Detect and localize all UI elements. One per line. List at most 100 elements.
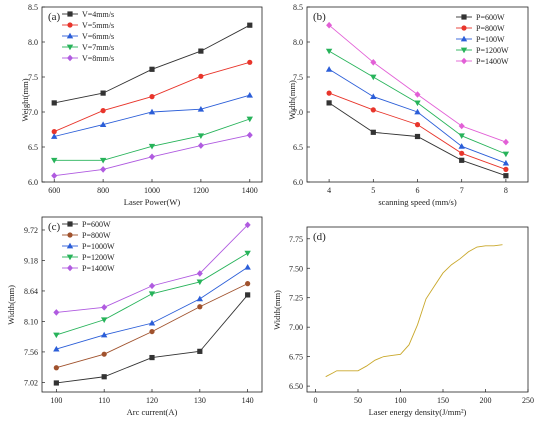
x-tick-label: 800: [97, 186, 109, 195]
y-tick-label: 7.50: [289, 264, 303, 273]
data-point: [325, 48, 333, 55]
data-point: [244, 250, 251, 257]
data-point: [149, 282, 155, 290]
legend: V=4mm/s V=5mm/s V=6mm/s V=7mm/s V=8mm/s: [62, 10, 114, 63]
data-point: [51, 172, 58, 179]
data-point: [53, 332, 60, 339]
data-point: [247, 59, 253, 65]
data-point: [370, 59, 377, 66]
series-p-800w: [326, 90, 509, 172]
x-tick-label: 4: [327, 186, 331, 195]
series-v-7mm-s: [51, 116, 253, 164]
x-axis-label: scanning speed (mm/s): [378, 197, 457, 207]
x-tick-label: 1000: [144, 186, 160, 195]
y-tick-label: 9.18: [24, 256, 38, 265]
legend-marker: [460, 47, 468, 54]
y-tick-label: 8.0: [28, 38, 38, 47]
x-tick-label: 130: [194, 396, 206, 405]
data-point: [149, 66, 155, 72]
legend-marker: [67, 264, 73, 272]
x-tick-label: 6: [416, 186, 420, 195]
x-tick-label: 0: [314, 396, 318, 405]
x-tick-label: 200: [480, 396, 492, 405]
data-point: [148, 108, 156, 115]
series-line: [325, 244, 503, 378]
y-tick-label: 6.5: [293, 143, 303, 152]
data-point: [244, 221, 251, 229]
x-axis-label: Arc current(A): [127, 407, 178, 417]
data-point: [51, 157, 58, 164]
data-point: [148, 291, 156, 297]
x-tick-label: 120: [146, 396, 158, 405]
series-p-100w: [325, 66, 510, 166]
data-point: [197, 106, 205, 112]
data-point: [370, 107, 376, 113]
data-point: [459, 157, 465, 163]
y-tick-label: 9.72: [24, 226, 38, 235]
x-tick-label: 1400: [242, 186, 258, 195]
legend-label: P=1200W: [476, 46, 509, 55]
legend-label: P=800W: [476, 24, 505, 33]
panel-label: (b): [313, 11, 326, 23]
data-point: [502, 138, 509, 146]
x-tick-label: 100: [50, 396, 62, 405]
x-tick-label: 600: [48, 186, 60, 195]
series-v-5mm-s: [51, 59, 253, 135]
y-tick-label: 8.10: [24, 317, 38, 326]
data-point: [244, 264, 251, 270]
legend-label: P=1400W: [476, 57, 509, 66]
data-point: [503, 173, 509, 179]
legend-marker: [67, 11, 73, 17]
data-point: [245, 292, 251, 298]
y-tick-label: 8.5: [293, 3, 303, 12]
panel-label: (c): [48, 221, 61, 233]
data-point: [101, 304, 108, 311]
data-point: [51, 133, 58, 139]
data-point: [53, 365, 59, 371]
data-point: [197, 348, 203, 354]
y-tick-label: 7.56: [24, 348, 38, 357]
data-point: [197, 133, 205, 139]
legend-label: V=7mm/s: [82, 43, 114, 52]
legend-marker: [461, 14, 467, 20]
series-data: [325, 244, 503, 378]
y-tick-label: 7.0: [293, 108, 303, 117]
data-point: [53, 380, 59, 386]
legend-marker: [66, 32, 74, 39]
data-point: [459, 150, 465, 156]
legend-label: P=1200W: [82, 253, 115, 262]
legend-label: V=5mm/s: [82, 21, 114, 30]
series-line: [54, 94, 250, 137]
data-point: [247, 22, 253, 28]
data-point: [148, 319, 156, 326]
data-point: [414, 100, 421, 107]
data-point: [100, 331, 108, 338]
y-tick-label: 7.00: [289, 323, 303, 332]
legend-label: V=8mm/s: [82, 54, 114, 63]
data-point: [370, 129, 376, 135]
data-point: [458, 143, 465, 149]
data-point: [149, 328, 155, 335]
series-p-1000w: [53, 264, 251, 352]
data-point: [326, 90, 332, 96]
y-tick-label: 7.5: [293, 73, 303, 82]
data-point: [196, 295, 204, 302]
x-tick-label: 110: [98, 396, 110, 405]
data-point: [100, 317, 108, 323]
series-v-4mm-s: [51, 22, 253, 106]
data-point: [100, 108, 106, 114]
data-point: [99, 157, 107, 164]
data-point: [99, 121, 107, 127]
data-point: [245, 281, 251, 287]
data-point: [414, 91, 421, 98]
y-axis-label: Weight(mm): [20, 78, 30, 121]
y-tick-label: 7.25: [289, 294, 303, 303]
y-tick-label: 7.75: [289, 235, 303, 244]
legend: P=600W P=800W P=1000W P=1200W P=1400W: [62, 220, 115, 273]
legend-marker: [66, 242, 74, 249]
y-axis-label: Width(mm): [272, 290, 282, 330]
y-tick-label: 8.64: [24, 287, 38, 296]
data-point: [370, 74, 377, 81]
y-tick-label: 6.50: [289, 382, 303, 391]
series-line: [328, 68, 507, 164]
